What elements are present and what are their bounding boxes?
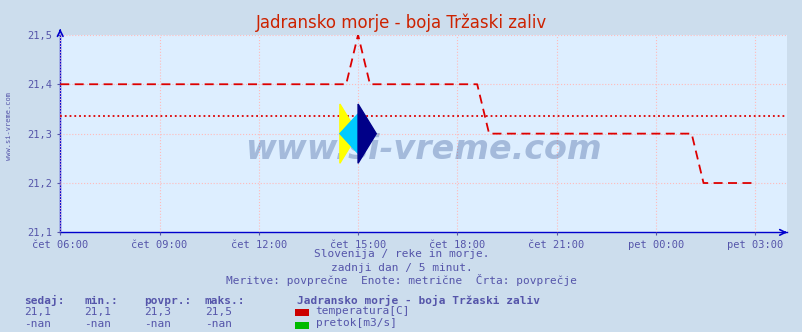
Text: min.:: min.: [84,296,118,306]
Text: Jadransko morje - boja Tržaski zaliv: Jadransko morje - boja Tržaski zaliv [256,13,546,32]
Text: -nan: -nan [84,319,111,329]
Text: maks.:: maks.: [205,296,245,306]
Text: -nan: -nan [24,319,51,329]
Text: pretok[m3/s]: pretok[m3/s] [315,318,396,328]
Text: 21,5: 21,5 [205,307,232,317]
Polygon shape [358,104,376,163]
Polygon shape [339,104,358,163]
Text: zadnji dan / 5 minut.: zadnji dan / 5 minut. [330,263,472,273]
Text: Slovenija / reke in morje.: Slovenija / reke in morje. [314,249,488,259]
Text: povpr.:: povpr.: [144,296,192,306]
Text: www.si-vreme.com: www.si-vreme.com [245,133,602,166]
Text: temperatura[C]: temperatura[C] [315,306,410,316]
Text: -nan: -nan [144,319,172,329]
Text: Jadransko morje - boja Tržaski zaliv: Jadransko morje - boja Tržaski zaliv [297,295,540,306]
Text: -nan: -nan [205,319,232,329]
Text: www.si-vreme.com: www.si-vreme.com [6,92,12,160]
Text: 21,1: 21,1 [84,307,111,317]
Text: 21,1: 21,1 [24,307,51,317]
Text: 21,3: 21,3 [144,307,172,317]
Text: Meritve: povprečne  Enote: metrične  Črta: povprečje: Meritve: povprečne Enote: metrične Črta:… [225,274,577,286]
Text: sedaj:: sedaj: [24,295,64,306]
Polygon shape [339,114,358,153]
